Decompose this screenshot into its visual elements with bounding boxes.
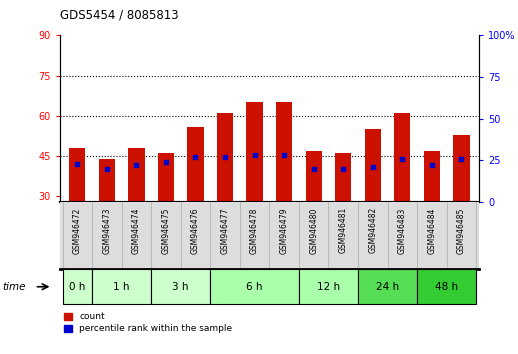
Bar — [453, 135, 469, 202]
Text: GSM946485: GSM946485 — [457, 207, 466, 253]
Text: GSM946478: GSM946478 — [250, 207, 259, 253]
Bar — [128, 148, 145, 202]
Text: 24 h: 24 h — [376, 282, 399, 292]
Legend: count, percentile rank within the sample: count, percentile rank within the sample — [64, 313, 233, 333]
Bar — [63, 269, 92, 304]
Bar — [217, 113, 233, 202]
Bar — [99, 159, 115, 202]
Text: 48 h: 48 h — [435, 282, 458, 292]
Text: 0 h: 0 h — [69, 282, 85, 292]
Bar — [92, 269, 151, 304]
Bar — [358, 269, 417, 304]
Text: GSM946477: GSM946477 — [221, 207, 229, 254]
Bar — [365, 129, 381, 202]
Text: time: time — [3, 282, 26, 292]
Bar — [424, 151, 440, 202]
Text: 1 h: 1 h — [113, 282, 130, 292]
Bar — [299, 269, 358, 304]
Text: GSM946483: GSM946483 — [398, 207, 407, 253]
Text: GSM946482: GSM946482 — [368, 207, 377, 253]
Bar — [69, 148, 85, 202]
Bar — [394, 113, 410, 202]
Text: GSM946481: GSM946481 — [339, 207, 348, 253]
Text: GSM946480: GSM946480 — [309, 207, 318, 253]
Text: 3 h: 3 h — [172, 282, 189, 292]
Text: GSM946472: GSM946472 — [73, 207, 82, 253]
Bar — [210, 269, 299, 304]
Text: 12 h: 12 h — [317, 282, 340, 292]
Bar — [335, 154, 351, 202]
Text: GSM946479: GSM946479 — [280, 207, 289, 254]
Text: GSM946475: GSM946475 — [162, 207, 170, 254]
Bar — [306, 151, 322, 202]
Bar — [276, 103, 292, 202]
Bar — [158, 154, 174, 202]
Bar — [151, 269, 210, 304]
Text: GSM946473: GSM946473 — [103, 207, 111, 254]
Text: 6 h: 6 h — [247, 282, 263, 292]
Text: GDS5454 / 8085813: GDS5454 / 8085813 — [60, 9, 178, 22]
Text: GSM946476: GSM946476 — [191, 207, 200, 254]
Bar — [247, 103, 263, 202]
Bar — [417, 269, 476, 304]
Text: GSM946474: GSM946474 — [132, 207, 141, 254]
Text: GSM946484: GSM946484 — [427, 207, 436, 253]
Bar — [188, 127, 204, 202]
